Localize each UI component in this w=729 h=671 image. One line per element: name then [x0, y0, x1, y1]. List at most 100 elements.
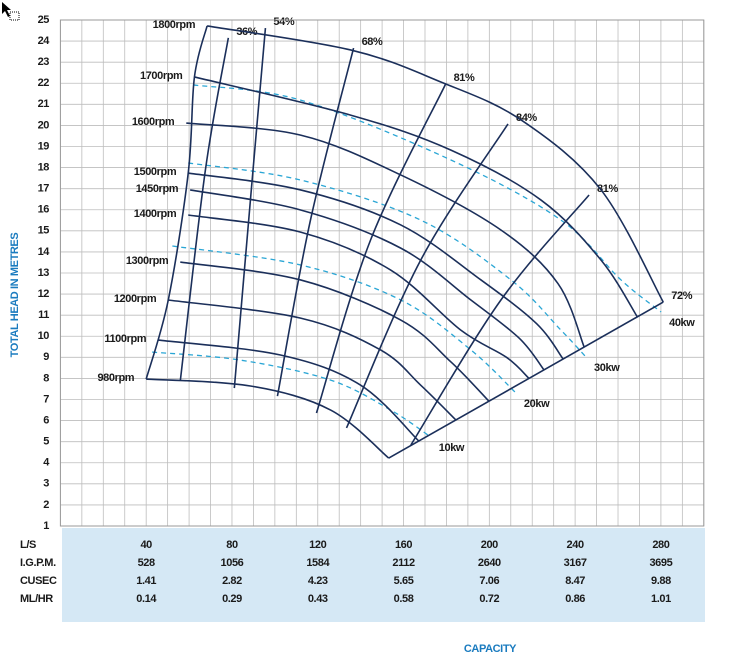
efficiency-curve — [315, 83, 447, 414]
scale-value: 0.29 — [222, 593, 242, 605]
power-curve-label: 20kw — [524, 398, 550, 410]
cursor — [2, 2, 11, 17]
scale-value: 0.72 — [479, 593, 499, 605]
y-tick-label: 6 — [43, 414, 49, 426]
y-tick-label: 20 — [38, 119, 50, 131]
speed-curve — [180, 261, 490, 402]
x-tick-label: 280 — [652, 539, 669, 551]
y-tick-label: 14 — [38, 246, 51, 258]
y-tick-label: 9 — [43, 351, 49, 363]
y-tick-label: 3 — [43, 478, 49, 490]
scale-value: 0.14 — [136, 593, 157, 605]
efficiency-curve — [179, 37, 230, 382]
speed-curve — [186, 122, 585, 348]
y-tick-label: 5 — [43, 436, 49, 448]
power-curve — [193, 84, 662, 313]
y-tick-label: 8 — [43, 372, 49, 384]
speed-curve-label: 1500rpm — [134, 166, 177, 178]
scale-value: 1584 — [306, 557, 330, 569]
efficiency-curve — [345, 123, 509, 429]
y-tick-label: 7 — [43, 393, 49, 405]
scale-value: 5.65 — [394, 575, 414, 587]
y-tick-label: 15 — [38, 225, 50, 237]
speed-curve — [168, 299, 457, 421]
y-tick-label: 13 — [38, 267, 50, 279]
speed-curve-label: 1800rpm — [153, 19, 196, 31]
efficiency-curve-label: 54% — [273, 16, 294, 28]
scale-value: 3167 — [564, 557, 587, 569]
y-tick-label: 25 — [38, 14, 50, 26]
row-label: CUSEC — [20, 575, 57, 587]
y-tick-label: 22 — [38, 77, 50, 89]
speed-curve — [194, 76, 638, 318]
power-curve-label: 10kw — [439, 442, 465, 454]
y-tick-label: 21 — [38, 98, 50, 110]
scale-value: 3695 — [649, 557, 672, 569]
speed-curve — [146, 378, 390, 459]
speed-curve — [190, 189, 545, 371]
scale-value: 1.01 — [651, 593, 671, 605]
scale-value: 8.47 — [565, 575, 585, 587]
speed-curve-label: 1450rpm — [136, 183, 179, 195]
scale-value: 528 — [138, 557, 155, 569]
speed-curve-label: 1300rpm — [126, 255, 169, 267]
y-tick-label: 10 — [38, 330, 50, 342]
scale-value: 2112 — [392, 557, 415, 569]
scale-value: 2640 — [478, 557, 501, 569]
row-label: L/S — [20, 539, 36, 551]
cursor-box — [9, 11, 20, 21]
y-tick-label: 23 — [38, 56, 50, 68]
speed-curve-label: 1400rpm — [134, 208, 177, 220]
row-label: I.G.P.M. — [20, 557, 56, 569]
y-tick-label: 17 — [38, 183, 50, 195]
x-tick-label: 80 — [226, 539, 238, 551]
y-tick-label: 11 — [38, 309, 49, 321]
speed-curve-label: 980rpm — [97, 372, 134, 384]
y-tick-label: 24 — [38, 35, 51, 47]
x-tick-label: 120 — [309, 539, 326, 551]
y-tick-label: 12 — [38, 288, 50, 300]
speed-curve-label: 1100rpm — [104, 333, 146, 345]
plot-frame — [59, 19, 705, 527]
scale-value: 4.23 — [308, 575, 328, 587]
scale-value: 1.41 — [136, 575, 156, 587]
speed-curve-label: 1700rpm — [140, 70, 183, 82]
x-tick-label: 160 — [395, 539, 412, 551]
efficiency-curve — [145, 25, 208, 380]
scale-value: 7.06 — [479, 575, 499, 587]
x-axis-label: CAPACITY — [464, 643, 517, 655]
power-curve — [188, 162, 587, 358]
efficiency-curve — [233, 27, 267, 389]
speed-curve — [188, 172, 564, 360]
power-curve-label: 30kw — [594, 362, 620, 374]
y-tick-label: 4 — [43, 457, 50, 469]
scale-value: 9.88 — [651, 575, 671, 587]
efficiency-curve — [410, 194, 590, 446]
speed-curve-label: 1600rpm — [132, 116, 175, 128]
efficiency-curve-label: 68% — [362, 36, 383, 48]
speed-curve — [188, 214, 530, 380]
scale-value: 1056 — [221, 557, 244, 569]
scale-value: 0.86 — [565, 593, 585, 605]
efficiency-curve-label: 81% — [454, 72, 475, 84]
scale-value: 0.43 — [308, 593, 328, 605]
efficiency-curve-label: 72% — [671, 290, 692, 302]
y-tick-label: 16 — [38, 204, 50, 216]
speed-curve — [206, 25, 664, 303]
scale-table-background — [62, 528, 705, 622]
efficiency-curve — [276, 47, 355, 397]
y-tick-label: 2 — [43, 499, 49, 511]
x-tick-label: 40 — [140, 539, 152, 551]
y-tick-label: 19 — [38, 140, 50, 152]
speed-curve — [158, 339, 420, 442]
y-axis-label: TOTAL HEAD IN METRES — [9, 233, 21, 358]
scale-value: 0.58 — [394, 593, 414, 605]
x-tick-label: 240 — [567, 539, 584, 551]
x-tick-label: 200 — [481, 539, 498, 551]
speed-curve-label: 1200rpm — [114, 293, 157, 305]
efficiency-curve — [388, 301, 664, 459]
power-curve — [172, 245, 517, 394]
power-curve-label: 40kw — [669, 317, 695, 329]
